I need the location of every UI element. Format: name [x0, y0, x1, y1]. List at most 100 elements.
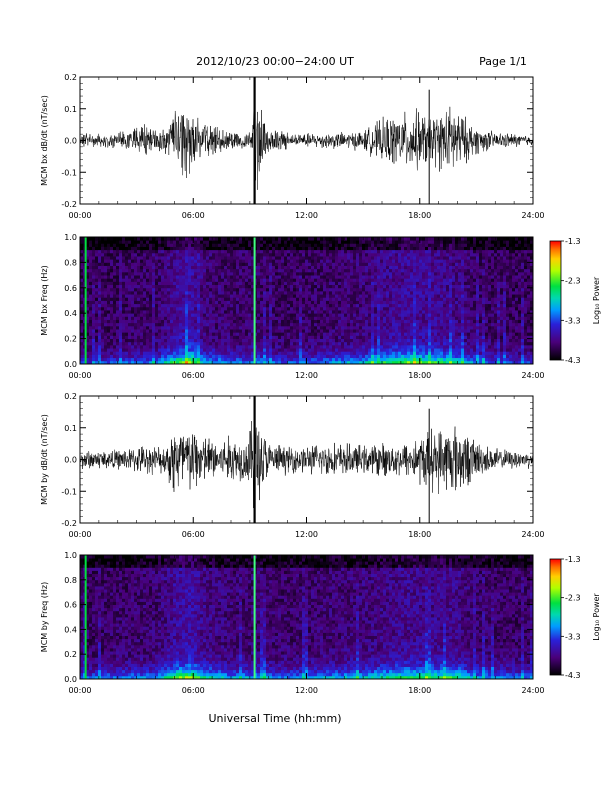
spectrogram-cell [98, 262, 101, 266]
spectrogram-cell [368, 294, 371, 298]
spectrogram-cell [374, 339, 377, 343]
spectrogram-cell [350, 320, 353, 324]
spectrogram-cell [374, 345, 377, 349]
spectrogram-cell [305, 313, 308, 317]
spectrogram-cell [242, 313, 245, 317]
spectrogram-cell [308, 259, 311, 263]
spectrogram-cell [260, 342, 263, 346]
spectrogram-cell [344, 310, 347, 314]
spectrogram-cell [437, 281, 440, 285]
x-tick-label: 12:00 [295, 211, 318, 220]
spectrogram-cell [431, 262, 434, 266]
spectrogram-cell [212, 281, 215, 285]
spectrogram-cell [113, 288, 116, 292]
spectrogram-cell [179, 329, 182, 333]
spectrogram-cell [260, 250, 263, 254]
spectrogram-cell [224, 275, 227, 279]
spectrogram-cell [263, 281, 266, 285]
spectrogram-cell [422, 272, 425, 276]
spectrogram-cell [275, 342, 278, 346]
spectrogram-cell [197, 320, 200, 324]
spectrogram-cell [212, 313, 215, 317]
spectrogram-cell [110, 253, 113, 257]
spectrogram-cell [89, 332, 92, 336]
spectrogram-cell [134, 285, 137, 289]
spectrogram-cell [119, 307, 122, 311]
spectrogram-cell [260, 304, 263, 308]
spectrogram-cell [308, 237, 311, 241]
spectrogram-cell [275, 339, 278, 343]
spectrogram-cell [206, 310, 209, 314]
spectrogram-cell [434, 345, 437, 349]
spectrogram-cell [281, 307, 284, 311]
spectrogram-cell [221, 297, 224, 301]
spectrogram-cell [440, 281, 443, 285]
spectrogram-cell [260, 256, 263, 260]
spectrogram-cell [233, 345, 236, 349]
spectrogram-cell [317, 288, 320, 292]
spectrogram-cell [137, 339, 140, 343]
spectrogram-cell [356, 291, 359, 295]
spectrogram-cell [146, 250, 149, 254]
spectrogram-cell [278, 291, 281, 295]
spectrogram-cell [155, 313, 158, 317]
spectrogram-cell [374, 348, 377, 352]
spectrogram-cell [119, 275, 122, 279]
spectrogram-cell [203, 326, 206, 330]
spectrogram-cell [98, 253, 101, 257]
spectrogram-cell [224, 272, 227, 276]
spectrogram-cell [284, 339, 287, 343]
spectrogram-cell [206, 291, 209, 295]
spectrogram-cell [329, 358, 332, 362]
spectrogram-cell [131, 313, 134, 317]
spectrogram-cell [335, 326, 338, 330]
spectrogram-cell [116, 307, 119, 311]
spectrogram-cell [98, 272, 101, 276]
spectrogram-cell [392, 313, 395, 317]
spectrogram-cell [182, 250, 185, 254]
spectrogram-cell [326, 278, 329, 282]
spectrogram-cell [344, 329, 347, 333]
spectrogram-cell [248, 351, 251, 355]
spectrogram-cell [398, 281, 401, 285]
spectrogram-cell [182, 266, 185, 270]
spectrogram-cell [134, 320, 137, 324]
spectrogram-cell [278, 307, 281, 311]
spectrogram-cell [308, 342, 311, 346]
spectrogram-cell [284, 278, 287, 282]
spectrogram-cell [305, 348, 308, 352]
spectrogram-cell [440, 253, 443, 257]
spectrogram-cell [242, 329, 245, 333]
spectrogram-cell [287, 291, 290, 295]
spectrogram-cell [209, 348, 212, 352]
signal-trace [80, 107, 533, 190]
spectrogram-cell [401, 281, 404, 285]
spectrogram-cell [317, 339, 320, 343]
spectrogram-cell [302, 253, 305, 257]
spectrogram-cell [377, 320, 380, 324]
spectrogram-cell [218, 345, 221, 349]
spectrogram-cell [152, 297, 155, 301]
spectrogram-cell [377, 256, 380, 260]
spectrogram-cell [194, 326, 197, 330]
spectrogram-cell [332, 266, 335, 270]
spectrogram-cell [440, 297, 443, 301]
spectrogram-cell [188, 288, 191, 292]
spectrogram-cell [239, 326, 242, 330]
spectrogram-cell [140, 259, 143, 263]
spectrogram-cell [104, 266, 107, 270]
spectrogram-cell [179, 247, 182, 251]
spectrogram-cell [212, 250, 215, 254]
spectrogram-cell [191, 240, 194, 244]
spectrogram-cell [134, 281, 137, 285]
spectrogram-cell [287, 310, 290, 314]
spectrogram-cell [167, 291, 170, 295]
spectrogram-cell [308, 250, 311, 254]
spectrogram-cell [218, 291, 221, 295]
spectrogram-cell [434, 358, 437, 362]
spectrogram-cell [416, 358, 419, 362]
spectrogram-cell [263, 316, 266, 320]
spectrogram-cell [290, 304, 293, 308]
spectrogram-cell [389, 275, 392, 279]
spectrogram-cell [407, 237, 410, 241]
